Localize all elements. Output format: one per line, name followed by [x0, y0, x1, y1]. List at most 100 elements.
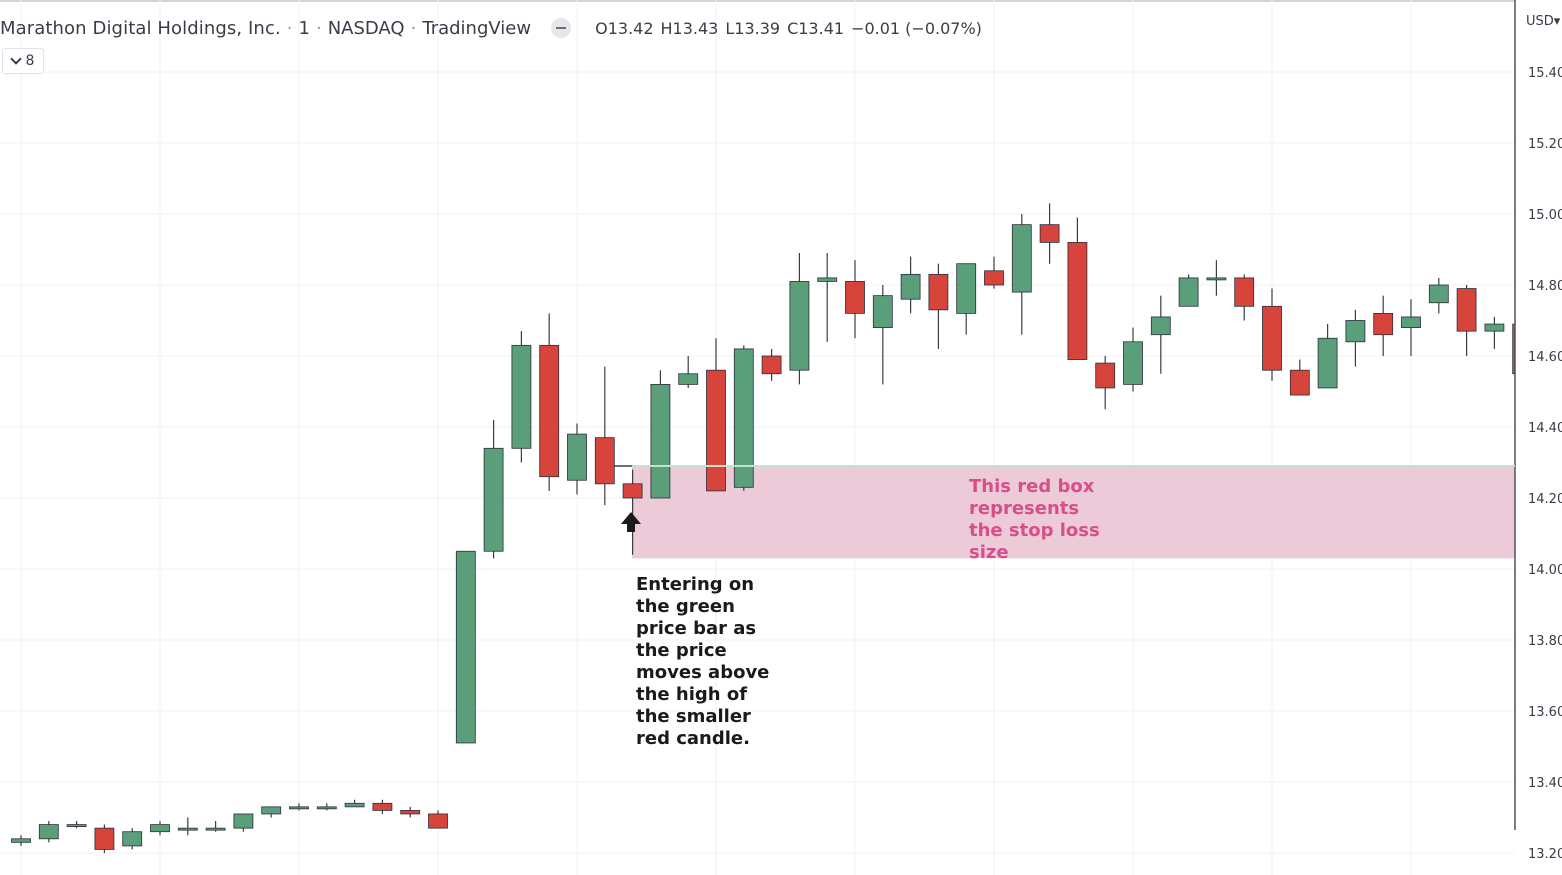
candle-down — [1289, 359, 1310, 396]
chart-header: Marathon Digital Holdings, Inc. · 1 · NA… — [0, 14, 989, 42]
candle-down — [928, 263, 949, 349]
stop-loss-annotation-line: represents — [969, 498, 1080, 519]
source-label: TradingView — [422, 17, 532, 39]
price-tick-label: 14.40 — [1528, 421, 1562, 436]
symbol-name[interactable]: Marathon Digital Holdings, Inc. — [0, 17, 281, 39]
candle-down — [706, 338, 726, 492]
candle-body — [428, 813, 448, 829]
candle-up — [817, 253, 838, 342]
candle-up — [956, 263, 977, 335]
candle-body — [984, 270, 1004, 286]
candle-body — [900, 273, 921, 300]
top-border — [0, 0, 1562, 2]
candle-body — [1095, 362, 1116, 389]
price-tick-label: 15.40 — [1528, 66, 1562, 81]
candle-down — [539, 313, 560, 491]
candle-body — [733, 348, 754, 488]
candle-body — [594, 437, 615, 485]
candle-up — [122, 828, 143, 850]
candle-body — [1234, 277, 1255, 307]
candle-up — [1484, 316, 1505, 349]
candle-body — [1206, 277, 1227, 281]
candle-body — [1289, 369, 1310, 396]
entry-annotation-line: the high of — [636, 684, 748, 705]
candle-body — [1150, 316, 1171, 336]
price-tick-label: 15.00 — [1528, 208, 1562, 223]
candle-down — [622, 469, 643, 555]
entry-annotation-line: the green — [636, 596, 735, 617]
candle-up — [511, 331, 532, 463]
stop-loss-box — [632, 466, 1515, 559]
candle-body — [650, 383, 671, 499]
candle-up — [150, 821, 170, 836]
open-value: O13.42 — [595, 18, 654, 38]
candle-body — [316, 806, 337, 810]
entry-arrow-icon — [621, 512, 641, 532]
candle-body — [1039, 224, 1060, 243]
currency-selector[interactable]: USD▾ — [1526, 14, 1560, 29]
price-tick-label: 13.20 — [1528, 847, 1562, 862]
candle-body — [928, 273, 949, 311]
candle-body — [761, 355, 782, 375]
candle-body — [455, 550, 476, 744]
candle-up — [289, 803, 309, 811]
candle-down — [1039, 203, 1060, 264]
candle-body — [38, 824, 59, 840]
candle-body — [567, 433, 587, 481]
entry-annotation-line: Entering on — [636, 574, 755, 595]
candle-body — [956, 263, 977, 314]
candle-up — [455, 550, 476, 744]
arrow-up-shape — [621, 512, 641, 532]
candle-body — [261, 806, 282, 815]
candle-up — [1123, 327, 1143, 392]
candle-body — [845, 281, 865, 314]
candle-down — [1067, 217, 1088, 360]
candle-body — [1484, 323, 1505, 332]
candle-up — [316, 803, 337, 811]
candle-up — [38, 821, 59, 843]
candle-down — [1373, 295, 1394, 356]
candle-down — [845, 260, 865, 339]
candle-down — [1262, 288, 1282, 381]
indicator-count: 8 — [25, 53, 35, 69]
entry-annotation-line: the smaller — [636, 706, 751, 727]
candle-up — [261, 806, 282, 818]
candle-body — [1428, 284, 1449, 304]
candle-body — [1317, 337, 1338, 389]
candle-up — [789, 253, 810, 385]
entry-annotation-line: the price — [636, 640, 727, 661]
candle-body — [1401, 316, 1421, 329]
close-value: C13.41 — [787, 18, 845, 38]
candle-up — [567, 423, 587, 495]
change-value: −0.01 (−0.07%) — [851, 18, 982, 38]
candle-body — [233, 813, 254, 829]
candle-up — [1178, 274, 1199, 307]
candle-body — [1178, 277, 1199, 307]
candle-body — [66, 824, 87, 827]
ohlc-values: O13.42 H13.43 L13.39 C13.41 −0.01 (−0.07%) — [595, 19, 989, 38]
entry-annotation-line: price bar as — [636, 618, 757, 639]
candle-down — [1095, 356, 1116, 410]
stop-loss-annotation-line: the stop loss — [969, 520, 1100, 541]
candle-down — [1456, 285, 1477, 356]
candle-body — [483, 447, 504, 552]
candle-body — [539, 344, 560, 478]
high-value: H13.43 — [660, 18, 719, 38]
candle-body — [511, 344, 532, 449]
indicator-toggle-button[interactable]: 8 — [2, 48, 44, 74]
candle-body — [11, 838, 31, 843]
chevron-down-icon — [9, 53, 22, 65]
candle-body — [1373, 312, 1394, 336]
interval-label[interactable]: 1 — [298, 17, 310, 39]
candle-body — [372, 802, 393, 811]
candle-up — [678, 356, 699, 388]
candle-up — [483, 419, 504, 559]
entry-annotation: Entering on the green price bar as the p… — [636, 574, 786, 750]
price-axis[interactable] — [1515, 0, 1562, 875]
candle-down — [1234, 274, 1255, 321]
stop-loss-annotation-line: This red box — [969, 476, 1095, 497]
candle-body — [289, 806, 309, 810]
collapse-button[interactable] — [551, 18, 572, 38]
candle-body — [1123, 341, 1143, 385]
